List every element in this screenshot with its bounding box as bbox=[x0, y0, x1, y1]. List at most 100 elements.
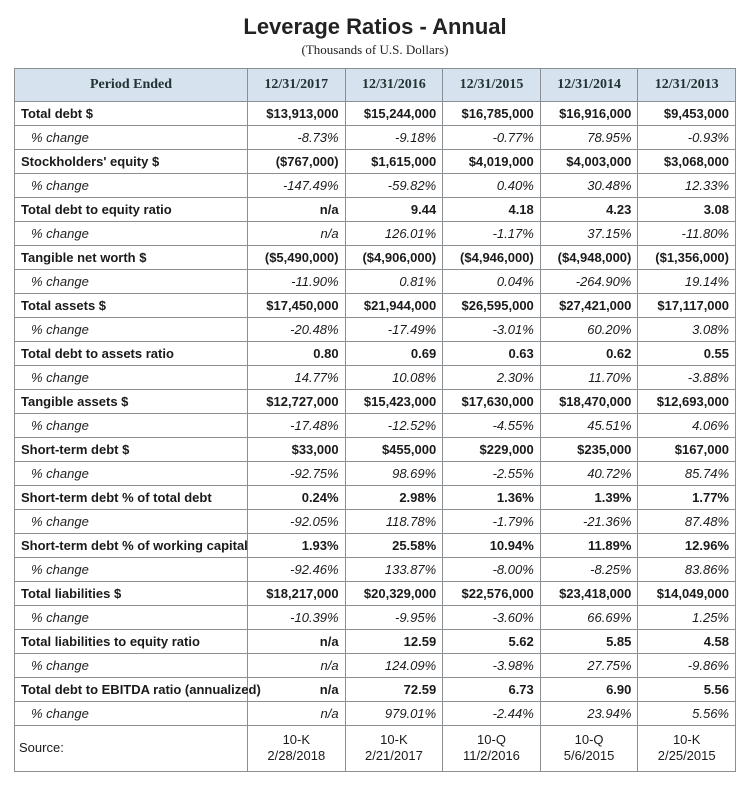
metric-value: $3,068,000 bbox=[638, 150, 736, 174]
metric-row: Short-term debt % of working capital1.93… bbox=[15, 534, 736, 558]
change-row: % change-20.48%-17.49%-3.01%60.20%3.08% bbox=[15, 318, 736, 342]
metric-label: Short-term debt $ bbox=[15, 438, 248, 462]
change-value: 118.78% bbox=[345, 510, 443, 534]
metric-value: 12.59 bbox=[345, 630, 443, 654]
metric-value: n/a bbox=[248, 630, 346, 654]
metric-row: Total liabilities $$18,217,000$20,329,00… bbox=[15, 582, 736, 606]
change-value: 27.75% bbox=[540, 654, 638, 678]
source-date: 5/6/2015 bbox=[564, 748, 615, 763]
metric-value: $20,329,000 bbox=[345, 582, 443, 606]
metric-label: Short-term debt % of total debt bbox=[15, 486, 248, 510]
metric-value: n/a bbox=[248, 678, 346, 702]
change-value: 78.95% bbox=[540, 126, 638, 150]
metric-value: ($4,946,000) bbox=[443, 246, 541, 270]
metric-value: 1.77% bbox=[638, 486, 736, 510]
change-label: % change bbox=[15, 702, 248, 726]
change-value: 0.81% bbox=[345, 270, 443, 294]
period-ended-header: Period Ended bbox=[15, 69, 248, 102]
change-value: -17.48% bbox=[248, 414, 346, 438]
change-row: % change-17.48%-12.52%-4.55%45.51%4.06% bbox=[15, 414, 736, 438]
table-body: Total debt $$13,913,000$15,244,000$16,78… bbox=[15, 102, 736, 772]
change-value: 3.08% bbox=[638, 318, 736, 342]
change-value: 14.77% bbox=[248, 366, 346, 390]
change-value: n/a bbox=[248, 702, 346, 726]
source-cell: 10-Q5/6/2015 bbox=[540, 726, 638, 772]
source-date: 11/2/2016 bbox=[463, 748, 520, 763]
metric-value: $17,117,000 bbox=[638, 294, 736, 318]
metric-value: 4.23 bbox=[540, 198, 638, 222]
change-value: -20.48% bbox=[248, 318, 346, 342]
metric-value: ($4,948,000) bbox=[540, 246, 638, 270]
metric-value: $455,000 bbox=[345, 438, 443, 462]
source-form: 10-K bbox=[673, 732, 700, 747]
metric-value: 25.58% bbox=[345, 534, 443, 558]
change-value: -12.52% bbox=[345, 414, 443, 438]
source-form: 10-Q bbox=[575, 732, 604, 747]
change-value: 19.14% bbox=[638, 270, 736, 294]
change-value: 12.33% bbox=[638, 174, 736, 198]
change-label: % change bbox=[15, 558, 248, 582]
change-value: -2.44% bbox=[443, 702, 541, 726]
change-value: -8.25% bbox=[540, 558, 638, 582]
period-col-1: 12/31/2016 bbox=[345, 69, 443, 102]
metric-value: 2.98% bbox=[345, 486, 443, 510]
metric-row: Total debt $$13,913,000$15,244,000$16,78… bbox=[15, 102, 736, 126]
metric-label: Total liabilities to equity ratio bbox=[15, 630, 248, 654]
change-value: -11.80% bbox=[638, 222, 736, 246]
change-row: % change-147.49%-59.82%0.40%30.48%12.33% bbox=[15, 174, 736, 198]
change-value: 87.48% bbox=[638, 510, 736, 534]
change-row: % changen/a126.01%-1.17%37.15%-11.80% bbox=[15, 222, 736, 246]
page-subtitle: (Thousands of U.S. Dollars) bbox=[14, 42, 736, 58]
metric-value: $17,450,000 bbox=[248, 294, 346, 318]
metric-value: ($1,356,000) bbox=[638, 246, 736, 270]
metric-value: $15,423,000 bbox=[345, 390, 443, 414]
metric-value: 1.36% bbox=[443, 486, 541, 510]
change-value: -0.93% bbox=[638, 126, 736, 150]
change-value: -147.49% bbox=[248, 174, 346, 198]
source-date: 2/25/2015 bbox=[658, 748, 716, 763]
metric-value: ($4,906,000) bbox=[345, 246, 443, 270]
change-label: % change bbox=[15, 270, 248, 294]
period-col-0: 12/31/2017 bbox=[248, 69, 346, 102]
metric-value: $18,470,000 bbox=[540, 390, 638, 414]
metric-value: $4,003,000 bbox=[540, 150, 638, 174]
change-label: % change bbox=[15, 126, 248, 150]
metric-label: Tangible net worth $ bbox=[15, 246, 248, 270]
change-value: -1.79% bbox=[443, 510, 541, 534]
change-label: % change bbox=[15, 462, 248, 486]
metric-value: 0.62 bbox=[540, 342, 638, 366]
metric-row: Total debt to equity ration/a9.444.184.2… bbox=[15, 198, 736, 222]
change-value: 11.70% bbox=[540, 366, 638, 390]
change-value: -3.98% bbox=[443, 654, 541, 678]
change-value: 45.51% bbox=[540, 414, 638, 438]
change-row: % change14.77%10.08%2.30%11.70%-3.88% bbox=[15, 366, 736, 390]
metric-value: 9.44 bbox=[345, 198, 443, 222]
change-value: -264.90% bbox=[540, 270, 638, 294]
metric-value: 3.08 bbox=[638, 198, 736, 222]
source-cell: 10-K2/25/2015 bbox=[638, 726, 736, 772]
change-value: 30.48% bbox=[540, 174, 638, 198]
change-value: -21.36% bbox=[540, 510, 638, 534]
metric-value: $167,000 bbox=[638, 438, 736, 462]
metric-value: 6.73 bbox=[443, 678, 541, 702]
source-form: 10-K bbox=[380, 732, 407, 747]
metric-value: 1.39% bbox=[540, 486, 638, 510]
metric-value: $9,453,000 bbox=[638, 102, 736, 126]
change-value: 2.30% bbox=[443, 366, 541, 390]
page-title: Leverage Ratios - Annual bbox=[14, 14, 736, 40]
change-value: -92.46% bbox=[248, 558, 346, 582]
metric-row: Tangible assets $$12,727,000$15,423,000$… bbox=[15, 390, 736, 414]
change-value: -8.00% bbox=[443, 558, 541, 582]
metric-label: Total debt to equity ratio bbox=[15, 198, 248, 222]
change-label: % change bbox=[15, 414, 248, 438]
metric-value: $23,418,000 bbox=[540, 582, 638, 606]
change-value: 23.94% bbox=[540, 702, 638, 726]
change-label: % change bbox=[15, 222, 248, 246]
metric-value: $12,727,000 bbox=[248, 390, 346, 414]
change-value: -9.86% bbox=[638, 654, 736, 678]
metric-value: 6.90 bbox=[540, 678, 638, 702]
metric-value: $15,244,000 bbox=[345, 102, 443, 126]
metric-row: Total debt to EBITDA ratio (annualized)n… bbox=[15, 678, 736, 702]
source-cell: 10-K2/21/2017 bbox=[345, 726, 443, 772]
metric-value: $16,916,000 bbox=[540, 102, 638, 126]
